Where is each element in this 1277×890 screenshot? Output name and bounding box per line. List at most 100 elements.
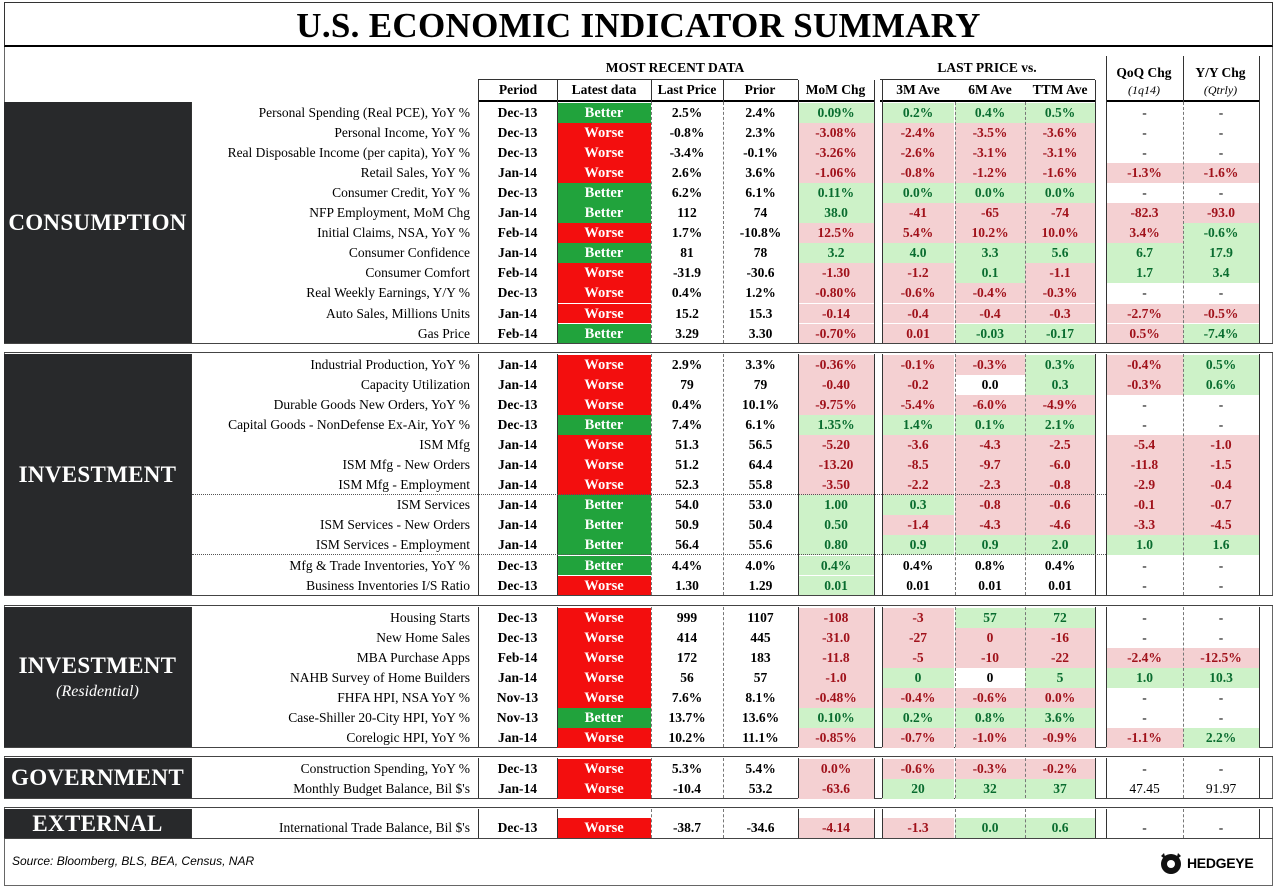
- qoq-cell: -: [1142, 690, 1147, 706]
- status-badge: Better: [557, 495, 651, 515]
- yy-cell: -0.4: [1183, 475, 1259, 495]
- status-badge: Better: [557, 535, 651, 555]
- hedgeye-logo: HEDGEYE: [1158, 850, 1254, 876]
- ttm-cell: -0.17: [1025, 323, 1095, 344]
- qoq-cell: -: [1142, 761, 1147, 776]
- column-divider: [1095, 758, 1096, 798]
- m6-cell: -0.4%: [955, 283, 1025, 303]
- qoq-cell: -0.1: [1106, 495, 1183, 515]
- prior-cell: 3.6%: [745, 165, 776, 181]
- qoq-cell: 0.5%: [1106, 323, 1183, 344]
- qoq-cell: 3.4%: [1106, 223, 1183, 243]
- qoq-cell: -: [1142, 820, 1147, 835]
- m3-cell: 0: [882, 668, 954, 688]
- name-cell: Monthly Budget Balance, Bil $'s: [293, 781, 470, 796]
- qoq-cell: -0.3%: [1106, 375, 1183, 395]
- prior-cell: -0.1%: [743, 145, 778, 161]
- status-badge: Better: [557, 555, 651, 575]
- m3-cell: -0.4%: [882, 688, 954, 708]
- column-divider: [882, 758, 883, 798]
- m3-cell: 5.4%: [882, 223, 954, 243]
- yy-cell: -: [1218, 610, 1224, 625]
- status-badge: Worse: [557, 223, 651, 243]
- m6-cell: -0.4: [955, 303, 1025, 323]
- name-cell: Housing Starts: [390, 610, 470, 625]
- period-cell: Dec-13: [497, 820, 538, 835]
- period-cell: Dec-13: [497, 185, 538, 201]
- last-cell: 13.7%: [668, 710, 706, 726]
- prior-cell: 2.4%: [745, 105, 776, 120]
- m3-cell: 20: [882, 779, 954, 799]
- most-recent-data-header: MOST RECENT DATA: [605, 60, 745, 75]
- last-cell: -0.8%: [669, 125, 705, 141]
- m6-cell: -0.6%: [955, 688, 1025, 708]
- qoq-cell: -: [1142, 417, 1147, 433]
- qoq-cell: -2.7%: [1106, 303, 1183, 323]
- last-cell: -3.4%: [669, 145, 705, 161]
- period-cell: Jan-14: [497, 305, 537, 321]
- column-divider: [557, 809, 558, 838]
- period-cell: Jan-14: [497, 205, 537, 221]
- column-divider: [798, 607, 799, 747]
- prior-cell: 1.29: [748, 577, 773, 593]
- mom-cell: -63.6: [798, 779, 874, 799]
- m3-cell: 4.0: [882, 243, 954, 263]
- qoq-cell: -82.3: [1106, 203, 1183, 223]
- name-cell: Case-Shiller 20-City HPI, YoY %: [288, 710, 470, 726]
- period-cell: Dec-13: [497, 285, 538, 301]
- period-cell: Dec-13: [497, 577, 538, 593]
- status-badge: Worse: [557, 375, 651, 395]
- qoq-cell: -: [1142, 105, 1147, 120]
- column-divider: [478, 102, 479, 343]
- section-title: CONSUMPTION: [8, 209, 187, 235]
- m3-cell: -27: [882, 628, 954, 648]
- period-cell: Feb-14: [497, 650, 538, 666]
- m3-cell: -0.1%: [882, 355, 954, 375]
- mom-cell: 0.01: [798, 575, 874, 596]
- ttm-cell: 0.5%: [1025, 103, 1095, 123]
- yy-cell: -1.0: [1183, 435, 1259, 455]
- mom-cell: 38.0: [798, 203, 874, 223]
- name-cell: Consumer Credit, YoY %: [332, 185, 470, 201]
- column-divider: [1095, 102, 1096, 343]
- column-divider: [557, 607, 558, 747]
- prior-cell: 57: [753, 670, 768, 686]
- ttm-cell: -16: [1025, 628, 1095, 648]
- column-divider: [478, 354, 479, 595]
- m3-cell: -0.2: [882, 375, 954, 395]
- period-cell: Dec-13: [497, 105, 538, 120]
- name-cell: Consumer Confidence: [348, 245, 470, 261]
- mom-cell: 12.5%: [798, 223, 874, 243]
- column-divider: [1183, 607, 1184, 747]
- m6-cell: 0.1%: [955, 415, 1025, 435]
- section-gap: [4, 798, 1273, 808]
- ttm-cell: -1.6%: [1025, 163, 1095, 183]
- prior-cell: 55.8: [748, 477, 773, 493]
- m3-cell: 0.01: [882, 323, 954, 344]
- column-divider: [955, 758, 956, 798]
- yy-cell: -0.7: [1183, 495, 1259, 515]
- ttm-cell: -0.2%: [1025, 759, 1095, 779]
- mom-cell: 0.11%: [798, 183, 874, 203]
- m3-cell: 0.3: [882, 495, 954, 515]
- yy-cell: -1.5: [1183, 455, 1259, 475]
- column-divider: [557, 102, 558, 343]
- header-bottom-line: [880, 100, 1095, 102]
- m3-cell: -2.4%: [882, 123, 954, 143]
- column-divider: [651, 354, 652, 595]
- column-divider: [874, 809, 875, 838]
- m3-cell: 0.0%: [882, 183, 954, 203]
- mom-cell: -11.8: [798, 648, 874, 668]
- last-cell: 0.4%: [671, 397, 703, 413]
- logo-text: HEDGEYE: [1187, 855, 1254, 871]
- prior-cell: 55.6: [748, 537, 773, 553]
- column-divider: [1106, 354, 1107, 595]
- last-cell: 81: [680, 245, 694, 261]
- m6-cell: 0.0: [955, 818, 1025, 838]
- mom-cell: 0.80: [798, 535, 874, 555]
- column-divider: [1259, 758, 1260, 798]
- m3-cell: -2.6%: [882, 143, 954, 163]
- mom-cell: 0.0%: [798, 759, 874, 779]
- m3-cell: -5.4%: [882, 395, 954, 415]
- yy-cell: 3.4: [1183, 263, 1259, 283]
